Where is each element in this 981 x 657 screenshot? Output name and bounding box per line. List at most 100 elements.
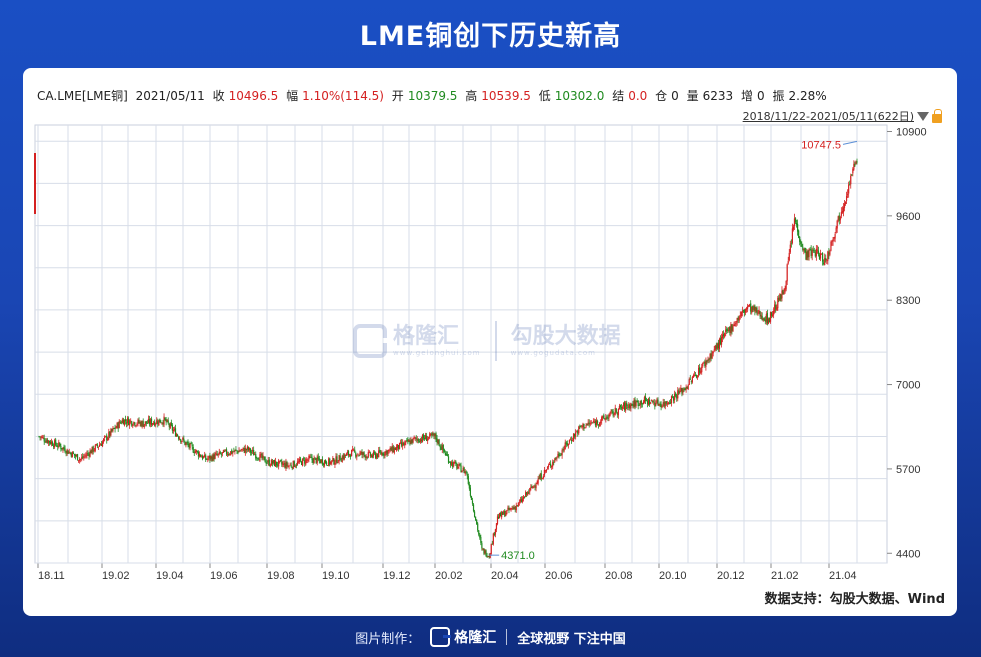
candle-body	[721, 334, 724, 339]
candle-body	[208, 455, 210, 459]
candle-body	[110, 429, 112, 436]
candle-body	[686, 386, 688, 389]
candle-body	[341, 456, 343, 462]
candle-body	[510, 508, 512, 510]
candle-body	[44, 441, 46, 443]
candle-body	[569, 439, 572, 441]
candle-body	[415, 437, 417, 439]
candle-body	[586, 424, 588, 425]
candle-body	[535, 485, 537, 489]
candle-body	[466, 473, 468, 477]
change-value: 1.10%(114.5)	[302, 89, 384, 103]
candle-body	[550, 463, 552, 467]
candle-body	[676, 395, 678, 399]
candle-body	[118, 421, 120, 429]
candle-body	[471, 500, 474, 504]
x-tick-label: 19.02	[102, 570, 130, 582]
lock-icon[interactable]	[932, 108, 942, 123]
candle-body	[774, 304, 776, 312]
candle-body	[291, 467, 293, 469]
date-range-text[interactable]: 2018/11/22-2021/05/11(622日)	[742, 110, 914, 123]
candle-body	[680, 387, 682, 392]
candle-body	[311, 456, 313, 460]
candle-body	[223, 451, 226, 452]
candle-body	[844, 201, 847, 204]
candle-body	[115, 427, 117, 429]
candlestick-chart: 18.11 19.02 19.04 19.06 19.08 19.10 19.12 20.02…	[34, 124, 927, 582]
candle-body	[833, 237, 835, 239]
candle-body	[65, 453, 67, 454]
candle-body	[98, 444, 101, 447]
candle-body	[678, 390, 680, 394]
candle-body	[562, 449, 564, 451]
candle-body	[51, 442, 54, 446]
candle-body	[238, 450, 240, 453]
candle-body	[732, 326, 734, 332]
candle-body	[786, 264, 788, 282]
candle-body	[725, 329, 727, 332]
candle-body	[166, 419, 168, 422]
candle-body	[365, 456, 367, 458]
date-range-selector[interactable]: 2018/11/22-2021/05/11(622日)	[743, 108, 942, 124]
candle-body	[505, 513, 507, 517]
candle-body	[814, 252, 816, 257]
candle-body	[646, 400, 649, 405]
y-tick-label: 10900	[896, 126, 927, 138]
candle-body	[131, 421, 133, 426]
high-value: 10539.5	[481, 89, 531, 103]
candle-body	[767, 318, 770, 324]
footer-logo: 格隆汇	[430, 627, 496, 647]
candle-body	[157, 421, 159, 425]
candle-body	[792, 226, 795, 230]
candle-body	[68, 451, 70, 454]
candle-body	[441, 445, 443, 450]
x-tick-label: 20.06	[545, 570, 573, 582]
candle-body	[614, 407, 616, 415]
candle-body	[96, 444, 98, 447]
candle-body	[146, 423, 148, 424]
candle-body	[537, 478, 539, 484]
candle-body	[280, 460, 282, 462]
candle-body	[547, 465, 550, 467]
candle-body	[121, 419, 123, 424]
candle-body	[47, 440, 49, 444]
candle-body	[116, 422, 118, 428]
candle-body	[611, 409, 613, 411]
candle-body	[143, 424, 145, 428]
candle-body	[816, 249, 819, 251]
candle-body	[830, 241, 832, 251]
candle-body	[197, 451, 200, 457]
candle-body	[270, 459, 272, 466]
candle-body	[231, 450, 233, 454]
candle-body	[692, 375, 694, 378]
candle-body	[86, 453, 88, 456]
candle-body	[634, 399, 636, 407]
candle-body	[810, 249, 812, 257]
candle-body	[437, 439, 439, 444]
candle-body	[107, 437, 109, 441]
candle-body	[403, 443, 405, 446]
candle-body	[504, 510, 506, 517]
candle-body	[381, 452, 383, 456]
candle-body	[832, 239, 834, 242]
candle-body	[837, 216, 839, 221]
candle-body	[307, 459, 309, 461]
candle-body	[298, 459, 301, 462]
dropdown-triangle-icon[interactable]	[917, 111, 929, 121]
candle-body	[422, 434, 425, 439]
low-annotation-label: 4371.0	[501, 550, 535, 562]
candle-body	[245, 448, 247, 451]
candle-body	[667, 402, 669, 405]
candle-body	[769, 311, 772, 322]
candle-body	[389, 447, 391, 450]
candle-body	[396, 444, 399, 448]
candle-body	[822, 252, 824, 262]
candle-body	[408, 440, 410, 442]
candle-body	[247, 447, 250, 451]
candle-body	[624, 402, 626, 410]
candle-body	[626, 402, 628, 406]
candle-body	[343, 454, 345, 460]
candle-body	[69, 452, 71, 454]
candle-body	[496, 516, 499, 525]
candle-body	[511, 508, 513, 510]
